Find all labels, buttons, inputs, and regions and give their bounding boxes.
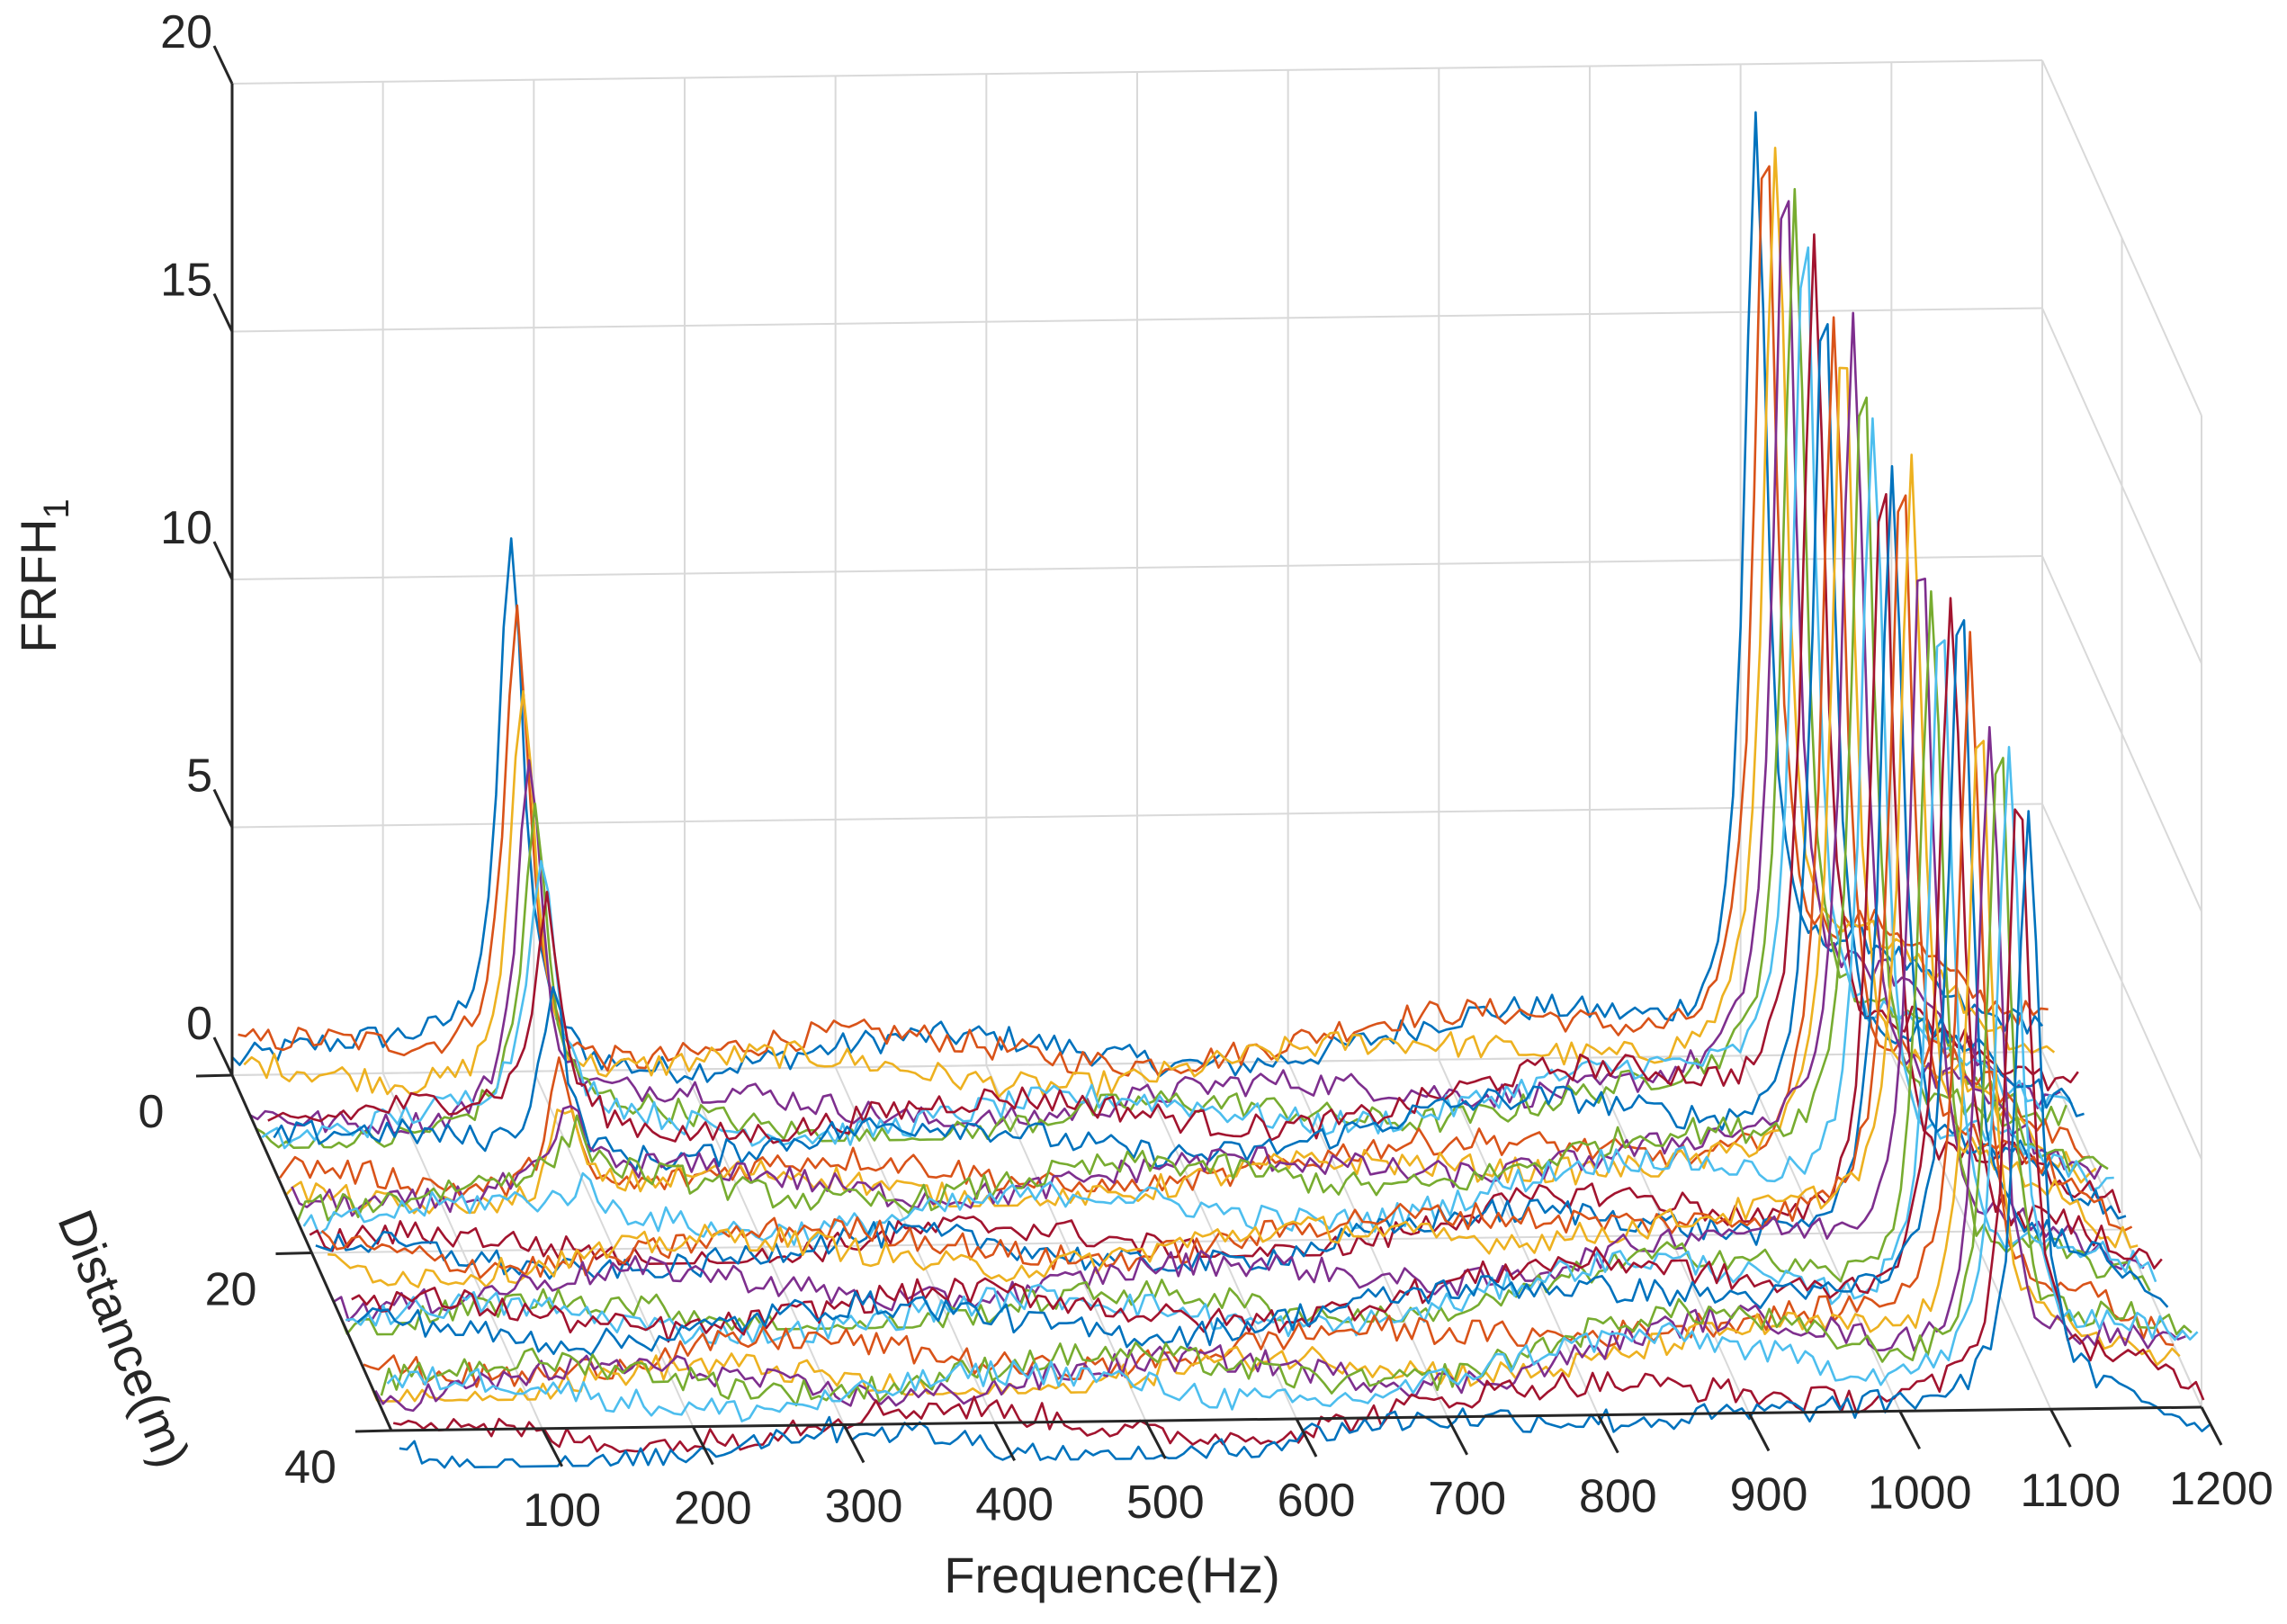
series-line-24 bbox=[368, 740, 2181, 1403]
series-line-13 bbox=[302, 417, 2114, 1246]
grid-line-z-wall bbox=[231, 555, 2043, 580]
y-tick-label: 0 bbox=[139, 1086, 165, 1138]
x-tick-label: 400 bbox=[975, 1478, 1054, 1530]
z-tick-label: 15 bbox=[160, 255, 212, 307]
x-tick-label: 900 bbox=[1730, 1469, 1808, 1521]
z-axis-label-main: FRFH bbox=[10, 518, 67, 652]
series-line-11 bbox=[291, 311, 2103, 1217]
series-line-14 bbox=[309, 493, 2121, 1266]
series-layer bbox=[231, 111, 2211, 1469]
series-line-28 bbox=[392, 808, 2205, 1453]
z-tick-label: 5 bbox=[186, 750, 212, 803]
x-tick bbox=[1898, 1410, 1921, 1450]
x-tick-label: 1200 bbox=[2169, 1463, 2274, 1515]
series-line-10 bbox=[284, 366, 2097, 1215]
grid-line-z-wall bbox=[231, 59, 2043, 85]
x-tick-label: 300 bbox=[825, 1481, 903, 1533]
x-tick-label: 500 bbox=[1126, 1476, 1205, 1529]
x-tick bbox=[993, 1422, 1016, 1462]
x-tick-label: 100 bbox=[523, 1485, 601, 1537]
z-axis-label: FRFH1 bbox=[10, 498, 76, 653]
label-layer: Frequence(Hz) Distance(m) FRFH1 bbox=[10, 498, 1280, 1603]
x-tick-label: 1100 bbox=[2020, 1465, 2121, 1517]
x-axis-label: Frequence(Hz) bbox=[944, 1547, 1279, 1603]
y-tick bbox=[275, 1252, 312, 1255]
z-axis-label-sub: 1 bbox=[37, 498, 76, 518]
series-line-8 bbox=[273, 323, 2085, 1171]
x-tick-label: 200 bbox=[674, 1483, 752, 1535]
x-tick-label: 600 bbox=[1278, 1475, 1356, 1527]
series-line-23 bbox=[363, 631, 2175, 1388]
z-tick-label: 0 bbox=[186, 998, 212, 1050]
series-line-22 bbox=[356, 619, 2169, 1357]
x-tick bbox=[1597, 1413, 1619, 1454]
series-line-5 bbox=[255, 187, 2067, 1149]
grid-line-z-wall bbox=[231, 307, 2043, 333]
axes-layer: 100 200 300 400 500 600 700 800 900 1000 1100 12000… bbox=[139, 6, 2274, 1537]
series-line-3 bbox=[243, 147, 2056, 1099]
z-tick-label: 10 bbox=[160, 502, 212, 554]
series-line-19 bbox=[338, 590, 2151, 1336]
x-tick bbox=[541, 1428, 563, 1467]
series-line-2 bbox=[238, 165, 2049, 1077]
series-line-26 bbox=[380, 757, 2193, 1407]
grid-line-y-floor bbox=[231, 1051, 2043, 1076]
x-tick bbox=[1446, 1416, 1468, 1456]
series-line-29 bbox=[399, 810, 2211, 1469]
series-line-27 bbox=[386, 746, 2199, 1422]
x-tick bbox=[842, 1423, 865, 1464]
series-line-7 bbox=[267, 233, 2079, 1144]
series-line-21 bbox=[351, 597, 2163, 1343]
y-tick-label: 40 bbox=[284, 1441, 336, 1494]
z-tick bbox=[212, 1036, 234, 1076]
x-tick-label: 700 bbox=[1428, 1473, 1506, 1525]
z-tick bbox=[212, 788, 234, 829]
z-tick bbox=[212, 541, 234, 580]
series-line-12 bbox=[296, 396, 2109, 1222]
series-line-15 bbox=[315, 464, 2127, 1280]
y-tick-label: 20 bbox=[205, 1264, 257, 1316]
x-tick bbox=[1747, 1412, 1771, 1452]
series-line-17 bbox=[327, 453, 2139, 1288]
x-tick bbox=[692, 1425, 714, 1466]
x-tick-label: 1000 bbox=[1868, 1467, 1972, 1519]
y-tick bbox=[195, 1073, 233, 1078]
series-line-18 bbox=[333, 578, 2145, 1323]
z-tick bbox=[212, 292, 234, 333]
x-tick bbox=[2200, 1406, 2223, 1446]
x-tick bbox=[1295, 1418, 1318, 1458]
z-tick-label: 20 bbox=[160, 6, 212, 58]
series-line-25 bbox=[374, 725, 2186, 1413]
x-tick bbox=[2049, 1408, 2072, 1448]
x-tick bbox=[1144, 1420, 1167, 1459]
x-tick-label: 800 bbox=[1579, 1471, 1657, 1523]
z-tick bbox=[212, 45, 234, 85]
y-axis-label: Distance(m) bbox=[47, 1202, 201, 1475]
